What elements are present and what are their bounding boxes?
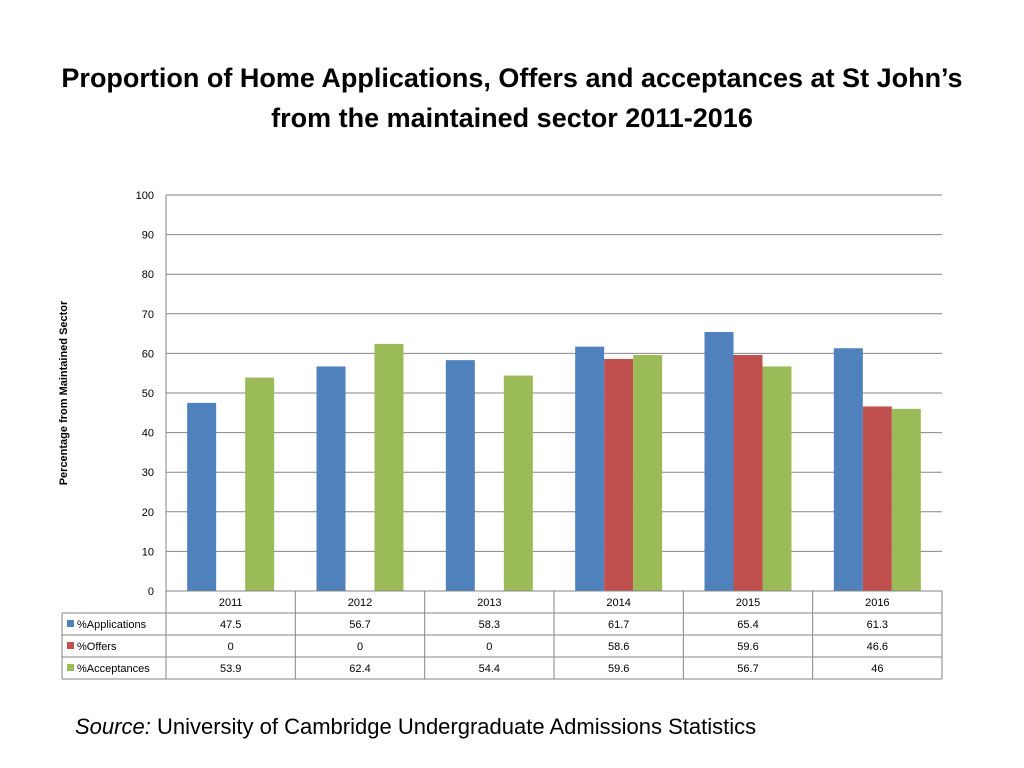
bar-applications-2011 (187, 402, 217, 591)
table-cell-value: 58.6 (608, 641, 629, 653)
x-tick-label: 2013 (477, 597, 501, 609)
x-tick-label: 2012 (348, 597, 372, 609)
bar-acceptances-2015 (762, 366, 792, 591)
y-tick-label: 30 (142, 467, 154, 479)
source-label: Source: (75, 714, 151, 739)
y-tick-label: 40 (142, 428, 154, 440)
y-tick-label: 80 (142, 269, 154, 281)
table-cell-value: 56.7 (349, 619, 370, 631)
table-cell-value: 0 (228, 641, 234, 653)
table-cell-value: 0 (357, 641, 363, 653)
table-cell-value: 47.5 (220, 619, 241, 631)
bar-offers-2016 (862, 406, 892, 591)
bar-acceptances-2012 (374, 343, 404, 591)
bar-applications-2013 (445, 360, 475, 591)
y-tick-label: 60 (142, 348, 154, 360)
bar-offers-2015 (733, 354, 763, 591)
table-cell-value: 61.3 (867, 619, 888, 631)
bar-acceptances-2014 (633, 354, 663, 591)
table-cell-value: 0 (486, 641, 492, 653)
bar-chart-with-data-table: 0 10 20 30 40 50 60 70 80 90 100 Percentage from Ma… (58, 190, 943, 680)
x-tick-label: 2016 (865, 597, 889, 609)
legend-swatch (67, 642, 74, 649)
y-tick-label: 90 (142, 230, 154, 242)
table-cell-value: 65.4 (737, 619, 758, 631)
x-tick-label: 2015 (736, 597, 760, 609)
source-text: University of Cambridge Undergraduate Ad… (156, 714, 757, 739)
bar-applications-2015 (704, 332, 734, 591)
y-tick-label: 0 (148, 586, 154, 598)
y-axis-label: Percentage from Maintained Sector (58, 300, 70, 485)
y-tick-label: 10 (142, 546, 154, 558)
table-cell-value: 62.4 (349, 663, 370, 675)
table-cell-value: 59.6 (608, 663, 629, 675)
table-cell-value: 54.4 (479, 663, 500, 675)
bar-acceptances-2013 (503, 375, 533, 591)
y-tick-label: 20 (142, 507, 154, 519)
bar-applications-2016 (833, 348, 863, 591)
y-tick-label: 70 (142, 309, 154, 321)
table-cell-value: 46.6 (867, 641, 888, 653)
table-cell-value: 58.3 (479, 619, 500, 631)
x-tick-label: 2011 (219, 597, 243, 609)
bar-acceptances-2011 (245, 377, 275, 591)
legend-swatch (67, 664, 74, 671)
table-cell-value: 61.7 (608, 619, 629, 631)
table-cell-value: 53.9 (220, 663, 241, 675)
table-cell-value: 56.7 (737, 663, 758, 675)
source-note: Source: University of Cambridge Undergra… (75, 714, 756, 740)
table-cell-value: 46 (871, 663, 883, 675)
x-tick-label: 2014 (606, 597, 630, 609)
bar-offers-2014 (604, 358, 634, 591)
legend-label: %Applications (77, 619, 147, 631)
legend-label: %Offers (77, 641, 117, 653)
bar-acceptances-2016 (891, 408, 921, 591)
y-tick-label: 50 (142, 388, 154, 400)
table-cell-value: 59.6 (737, 641, 758, 653)
bar-applications-2012 (316, 366, 346, 591)
y-tick-label: 100 (136, 190, 154, 202)
slide-title: Proportion of Home Applications, Offers … (61, 63, 963, 133)
legend-swatch (67, 620, 74, 627)
bar-applications-2014 (575, 346, 605, 591)
legend-label: %Acceptances (77, 663, 150, 675)
